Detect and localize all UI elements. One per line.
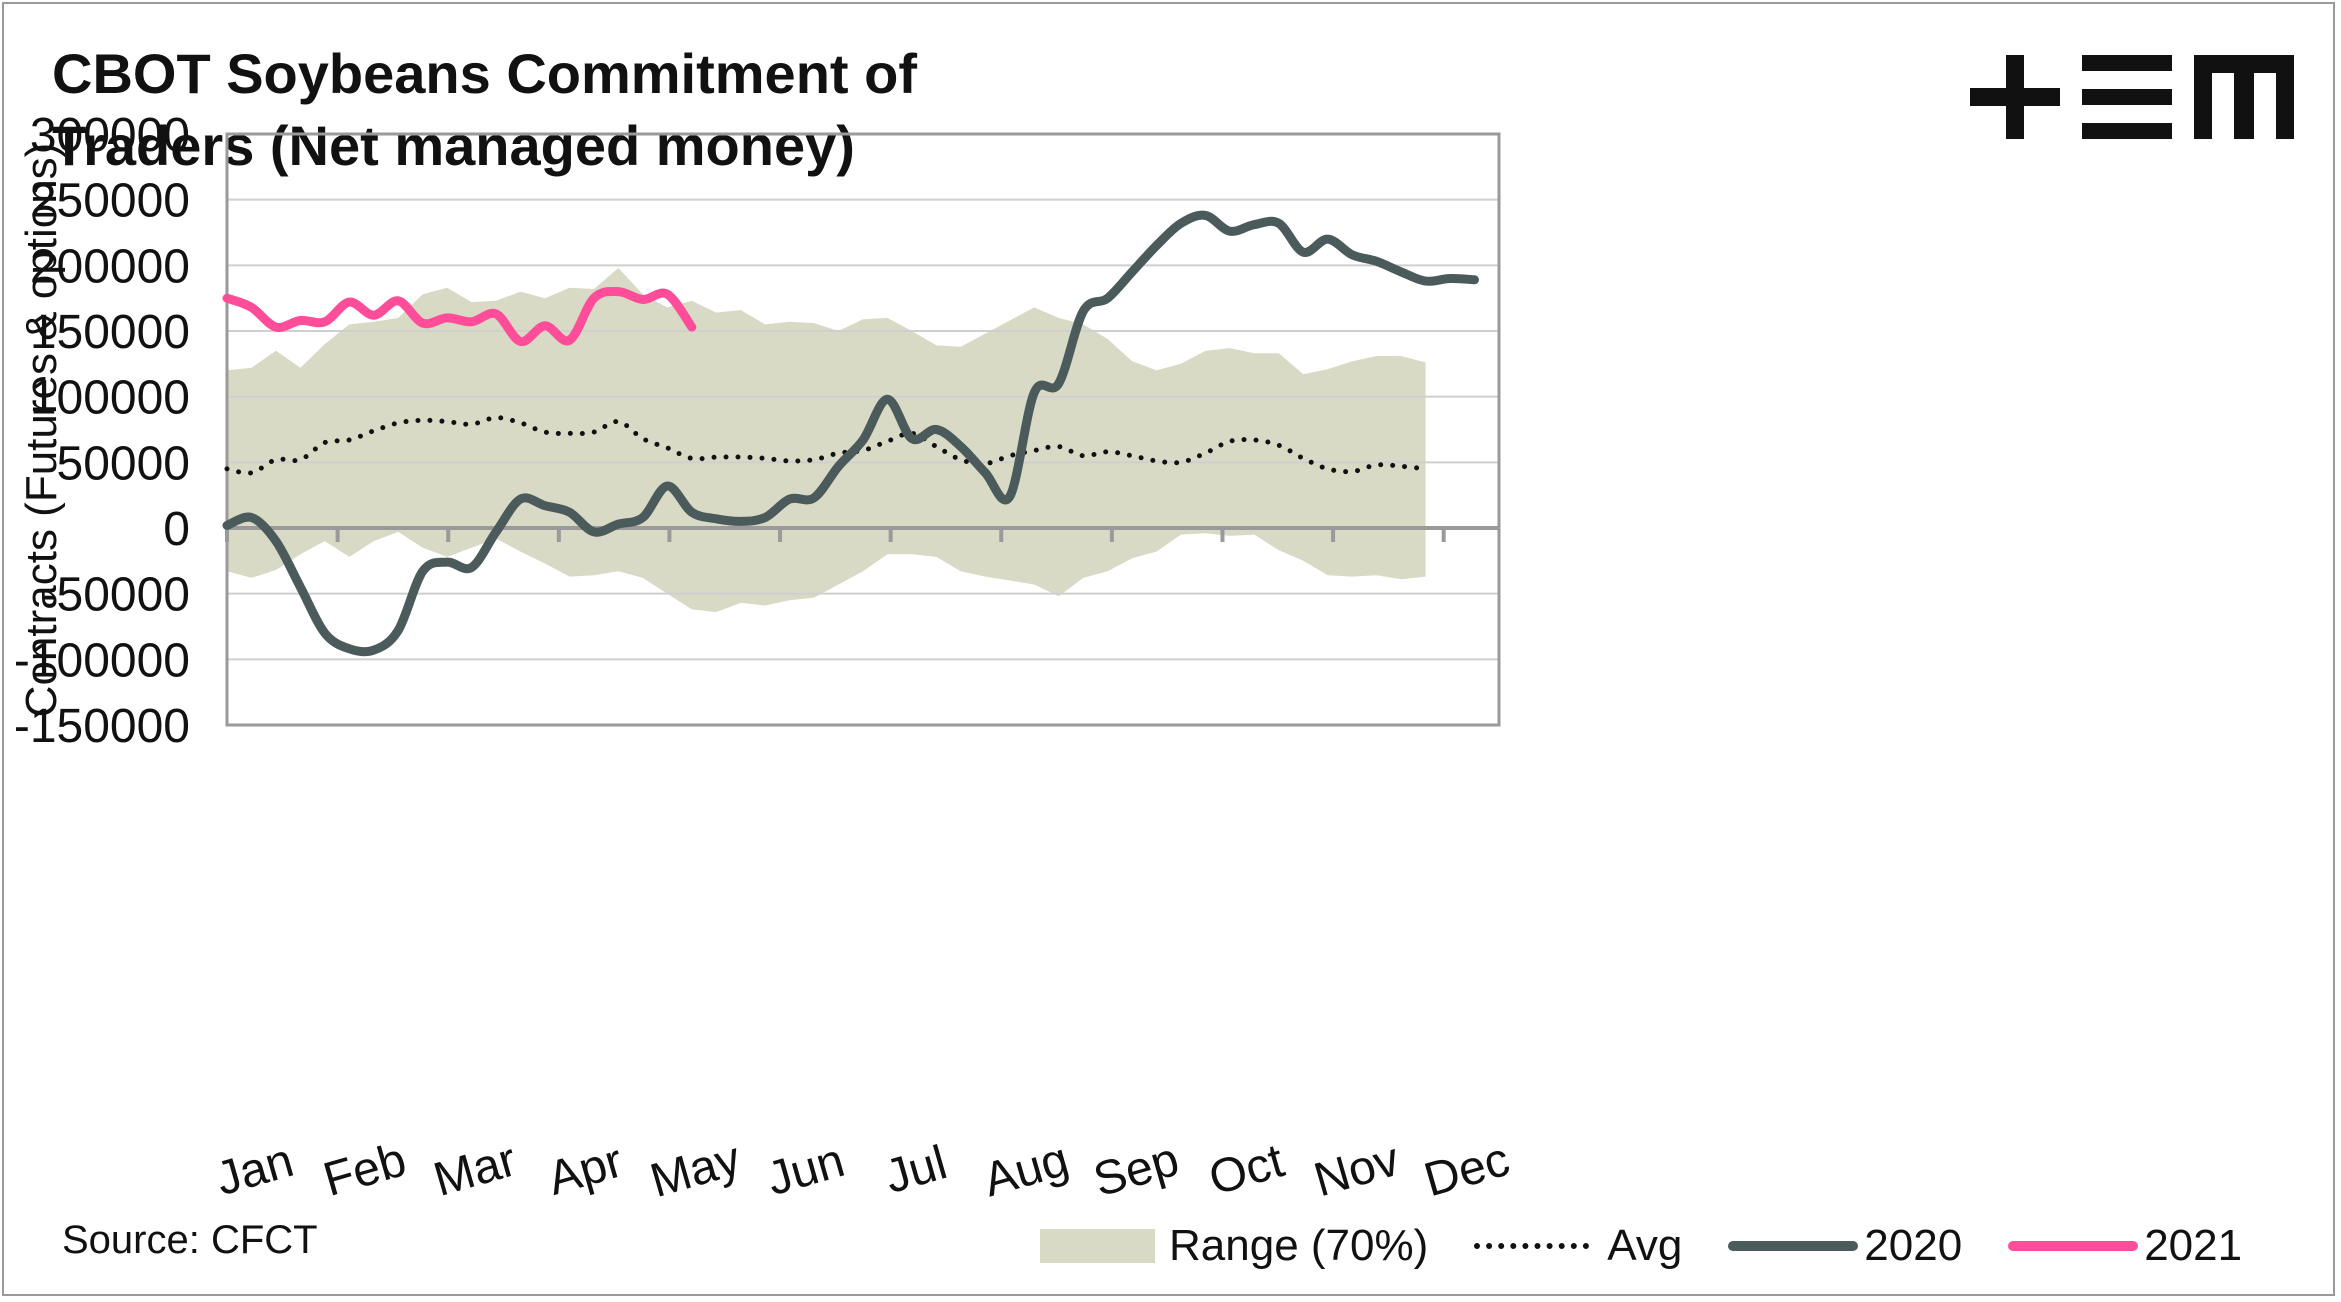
x-tick-label-dec: Dec: [1419, 1133, 1516, 1207]
x-tick-label-jan: Jan: [210, 1134, 299, 1206]
x-tick-label-may: May: [645, 1132, 747, 1208]
legend-2021: 2021: [2008, 1221, 2242, 1271]
x-tick-label-mar: Mar: [428, 1133, 522, 1207]
x-tick-label-apr: Apr: [542, 1134, 628, 1206]
legend-2021-swatch: [2008, 1241, 2139, 1251]
chart-title: CBOT Soybeans Commitment of Traders (Net…: [52, 42, 917, 177]
x-tick-label-jun: Jun: [761, 1134, 850, 1206]
y-tick-label: 150000: [30, 306, 190, 359]
tem-logo: [1970, 55, 2300, 150]
x-tick-label-feb: Feb: [318, 1133, 412, 1207]
x-tick-label-jul: Jul: [879, 1136, 953, 1204]
y-tick-label: 50000: [57, 437, 190, 490]
legend-range-label: Range (70%): [1169, 1221, 1429, 1270]
legend-range-swatch: [1040, 1229, 1155, 1263]
legend-2020-swatch: [1728, 1241, 1859, 1251]
legend-2020-label: 2020: [1864, 1221, 1963, 1270]
legend: Range (70%) Avg 2020 2021: [1040, 1218, 2242, 1274]
y-tick-label: 100000: [30, 372, 190, 425]
y-tick-label: -50000: [41, 569, 190, 622]
series-line-2020: [222, 210, 1479, 657]
plot-area-border: [225, 132, 1501, 727]
legend-range: Range (70%): [1040, 1221, 1428, 1271]
x-tick-label-aug: Aug: [978, 1133, 1075, 1207]
y-tick-label: -150000: [14, 700, 190, 753]
series-line-2021: [222, 286, 697, 347]
tem-logo-mark: [1970, 55, 2294, 139]
y-tick-label: 200000: [30, 240, 190, 293]
legend-2021-label: 2021: [2144, 1221, 2243, 1270]
legend-2020: 2020: [1728, 1221, 1962, 1271]
legend-avg: Avg: [1474, 1221, 1682, 1271]
x-tick-label-sep: Sep: [1088, 1133, 1185, 1207]
legend-avg-swatch: [1474, 1243, 1590, 1249]
legend-avg-label: Avg: [1607, 1221, 1683, 1270]
source-note: Source: CFCT: [62, 1218, 318, 1262]
x-tick-label-nov: Nov: [1308, 1133, 1405, 1207]
y-tick-label: 300000: [30, 109, 190, 162]
y-axis-label: Contracts (Futures & options): [17, 143, 66, 718]
y-tick-label: -100000: [14, 634, 190, 687]
y-tick-label: 250000: [30, 175, 190, 228]
x-tick-label-oct: Oct: [1203, 1134, 1289, 1206]
y-tick-label: 0: [163, 503, 190, 556]
